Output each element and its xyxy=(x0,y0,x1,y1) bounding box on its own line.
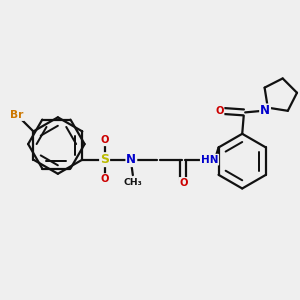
Text: HN: HN xyxy=(201,155,218,165)
Text: O: O xyxy=(100,135,109,145)
Text: O: O xyxy=(100,174,109,184)
Text: N: N xyxy=(126,153,136,166)
Text: CH₃: CH₃ xyxy=(124,178,142,187)
Text: O: O xyxy=(179,178,188,188)
Text: Br: Br xyxy=(11,110,24,120)
Text: N: N xyxy=(260,104,270,117)
Text: O: O xyxy=(215,106,224,116)
Text: S: S xyxy=(100,153,109,166)
